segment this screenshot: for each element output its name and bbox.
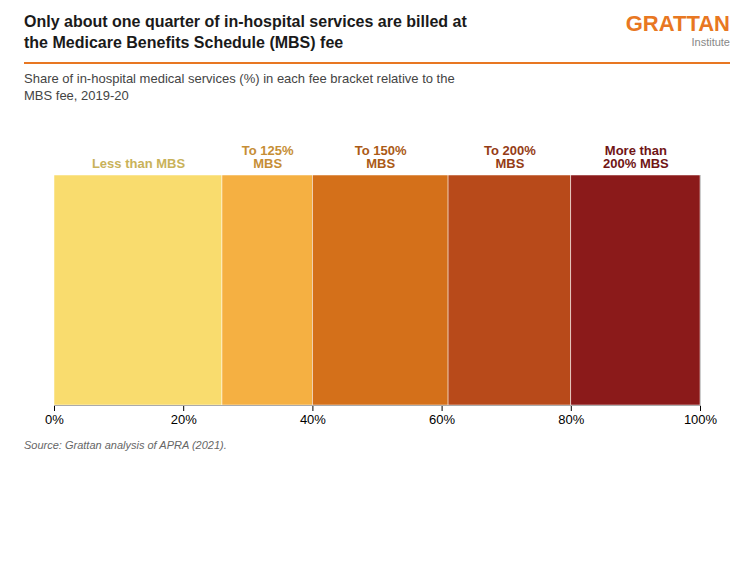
svg-text:80%: 80% (558, 411, 584, 426)
html-text:Share of in-hospital medical s: Share of in-hospital medical services (%… (24, 70, 455, 104)
svg-text:100%: 100% (684, 411, 718, 426)
html-text:GRATTAN: GRATTAN (625, 11, 730, 36)
svg-text:Less than MBS: Less than MBS (92, 155, 186, 170)
svg-text:To 125%MBS: To 125%MBS (242, 142, 294, 170)
svg-text:To 150%MBS: To 150%MBS (355, 142, 407, 170)
html-text:Source: Grattan analysis of AP: Source: Grattan analysis of APRA (2021). (24, 438, 227, 451)
html-text:Institute: Institute (691, 36, 730, 49)
html-text:Only about one quarter of in-h: Only about one quarter of in-hospital se… (24, 13, 467, 51)
svg-text:40%: 40% (300, 411, 326, 426)
svg-text:60%: 60% (429, 411, 455, 426)
svg-text:To 200%MBS: To 200%MBS (484, 142, 536, 170)
svg-text:20%: 20% (171, 411, 197, 426)
svg-text:More than200% MBS: More than200% MBS (603, 142, 669, 170)
svg-text:0%: 0% (45, 411, 64, 426)
